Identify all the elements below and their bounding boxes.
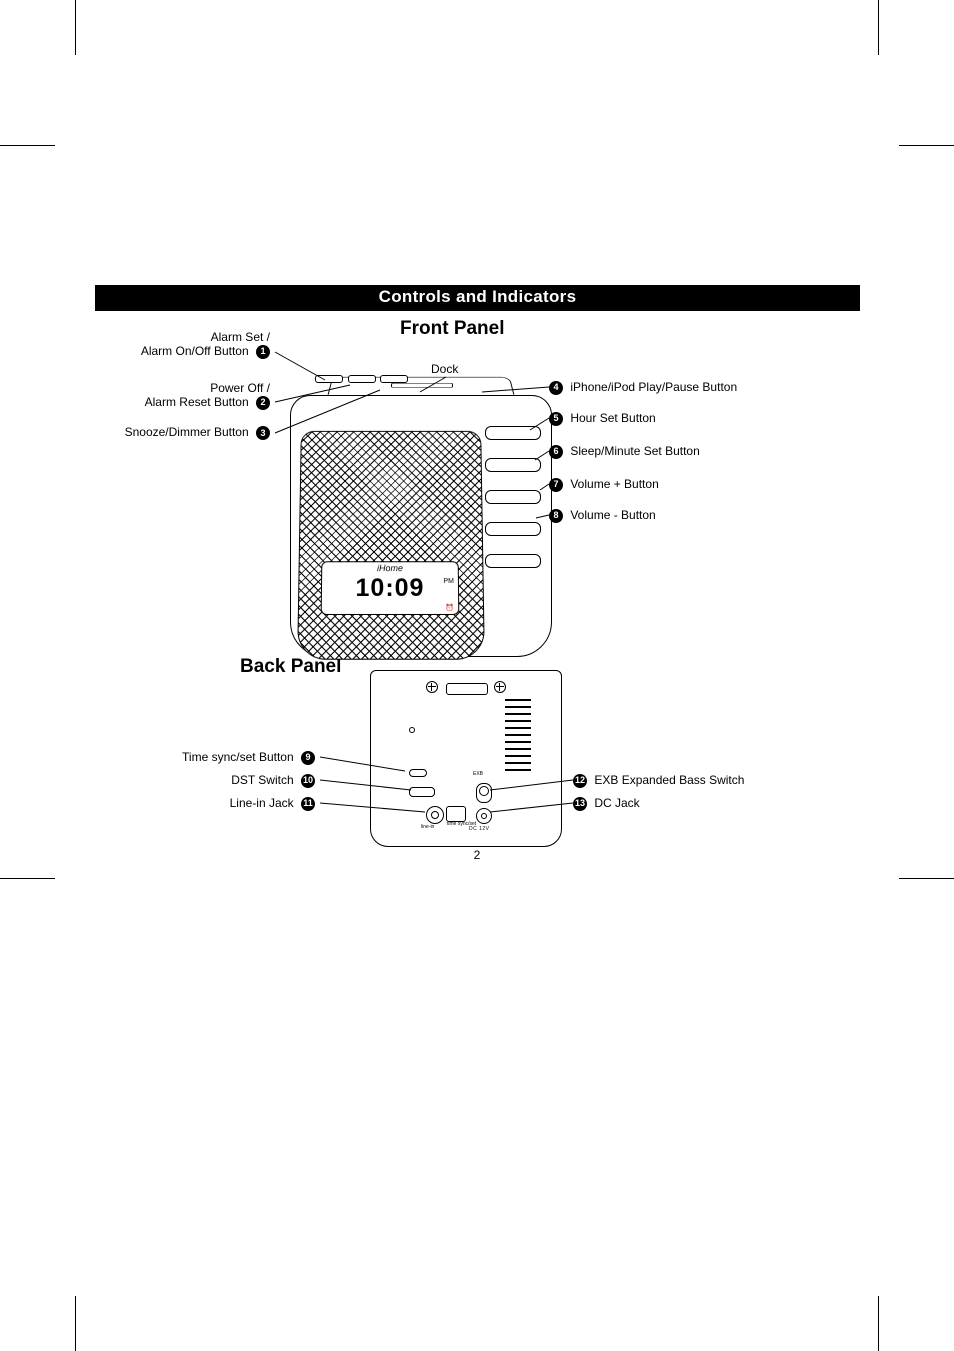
cropmark bbox=[75, 0, 76, 55]
lcd-time: 10:09 bbox=[322, 574, 458, 603]
back-body-icon: EXB time sync/set line-in DC 12V bbox=[370, 670, 562, 847]
callout-text: Power Off / bbox=[70, 382, 270, 396]
callout-11: Line-in Jack 11 bbox=[115, 796, 315, 811]
callout-text: Volume + Button bbox=[570, 477, 658, 491]
cropmark bbox=[878, 0, 879, 55]
callout-text: Alarm On/Off Button 1 bbox=[70, 345, 270, 359]
speaker-grill-icon bbox=[297, 431, 485, 660]
top-buttons-icon bbox=[350, 375, 490, 385]
bullet-icon: 5 bbox=[549, 412, 563, 426]
callout-text: iPhone/iPod Play/Pause Button bbox=[570, 380, 737, 394]
callout-text: Sleep/Minute Set Button bbox=[570, 444, 699, 458]
callout-4: 4 iPhone/iPod Play/Pause Button bbox=[549, 380, 737, 395]
callout-text: EXB Expanded Bass Switch bbox=[594, 773, 744, 787]
side-buttons-icon bbox=[485, 426, 543, 586]
lcd-display-icon: iHome 10:09 PM ⏰ bbox=[321, 561, 460, 615]
exb-tiny-label: EXB bbox=[473, 771, 483, 777]
front-device-figure: iHome 10:09 PM ⏰ bbox=[290, 375, 550, 655]
linein-tiny-label: line-in bbox=[421, 824, 434, 830]
callout-13: 13 DC Jack bbox=[573, 796, 640, 811]
bullet-icon: 2 bbox=[256, 396, 270, 410]
line-in-jack-icon bbox=[426, 806, 444, 824]
callout-text: DST Switch bbox=[231, 773, 293, 787]
callout-2: Power Off / Alarm Reset Button 2 bbox=[70, 382, 270, 410]
section-title: Controls and Indicators bbox=[95, 285, 860, 311]
callout-8: 8 Volume - Button bbox=[549, 508, 656, 523]
bullet-icon: 6 bbox=[549, 445, 563, 459]
bullet-icon: 9 bbox=[301, 751, 315, 765]
bullet-icon: 3 bbox=[256, 426, 270, 440]
callout-text: Alarm Set / bbox=[70, 331, 270, 345]
callout-text: Alarm Reset Button 2 bbox=[70, 396, 270, 410]
device-body-icon: iHome 10:09 PM ⏰ bbox=[290, 395, 552, 657]
dock-slot-icon bbox=[446, 683, 488, 695]
bullet-icon: 1 bbox=[256, 345, 270, 359]
front-panel-title: Front Panel bbox=[400, 318, 505, 340]
screw-icon bbox=[426, 681, 438, 693]
bullet-icon: 4 bbox=[549, 381, 563, 395]
cropmark bbox=[899, 878, 954, 879]
page-number: 2 bbox=[0, 848, 954, 862]
hole-icon bbox=[409, 727, 415, 733]
lcd-ampm: PM bbox=[443, 578, 454, 585]
bullet-icon: 12 bbox=[573, 774, 587, 788]
callout-text: Line-in Jack bbox=[230, 796, 294, 810]
cropmark bbox=[899, 145, 954, 146]
dc-tiny-label: DC 12V bbox=[469, 826, 490, 832]
dock-label: Dock bbox=[431, 362, 458, 376]
manual-page: Controls and Indicators Front Panel Back… bbox=[0, 0, 954, 1351]
callout-text: Time sync/set Button bbox=[182, 750, 294, 764]
callout-9: Time sync/set Button 9 bbox=[115, 750, 315, 765]
callout-5: 5 Hour Set Button bbox=[549, 411, 656, 426]
callout-text: Hour Set Button bbox=[570, 411, 655, 425]
cropmark bbox=[878, 1296, 879, 1351]
callout-12: 12 EXB Expanded Bass Switch bbox=[573, 773, 744, 788]
vent-icon bbox=[505, 699, 531, 771]
dst-switch-icon bbox=[409, 787, 435, 797]
bullet-icon: 13 bbox=[573, 797, 587, 811]
back-device-figure: EXB time sync/set line-in DC 12V bbox=[370, 670, 560, 850]
dst-arrows-icon bbox=[446, 806, 466, 822]
cropmark bbox=[75, 1296, 76, 1351]
callout-10: DST Switch 10 bbox=[115, 773, 315, 788]
time-sync-button-icon bbox=[409, 769, 427, 777]
screw-icon bbox=[494, 681, 506, 693]
callout-1: Alarm Set / Alarm On/Off Button 1 bbox=[70, 331, 270, 359]
exb-switch-icon bbox=[476, 783, 492, 803]
callout-text: DC Jack bbox=[594, 796, 639, 810]
callout-7: 7 Volume + Button bbox=[549, 477, 659, 492]
cropmark bbox=[0, 878, 55, 879]
callout-text: Snooze/Dimmer Button 3 bbox=[70, 426, 270, 440]
callout-text: Volume - Button bbox=[570, 508, 655, 522]
bullet-icon: 8 bbox=[549, 509, 563, 523]
callout-3: Snooze/Dimmer Button 3 bbox=[70, 426, 270, 440]
cropmark bbox=[0, 145, 55, 146]
bullet-icon: 11 bbox=[301, 797, 315, 811]
dc-jack-icon bbox=[476, 808, 492, 824]
lcd-brand: iHome bbox=[322, 563, 458, 573]
lcd-alarm-icon: ⏰ bbox=[445, 604, 454, 612]
bullet-icon: 10 bbox=[301, 774, 315, 788]
callout-6: 6 Sleep/Minute Set Button bbox=[549, 444, 700, 459]
bullet-icon: 7 bbox=[549, 478, 563, 492]
